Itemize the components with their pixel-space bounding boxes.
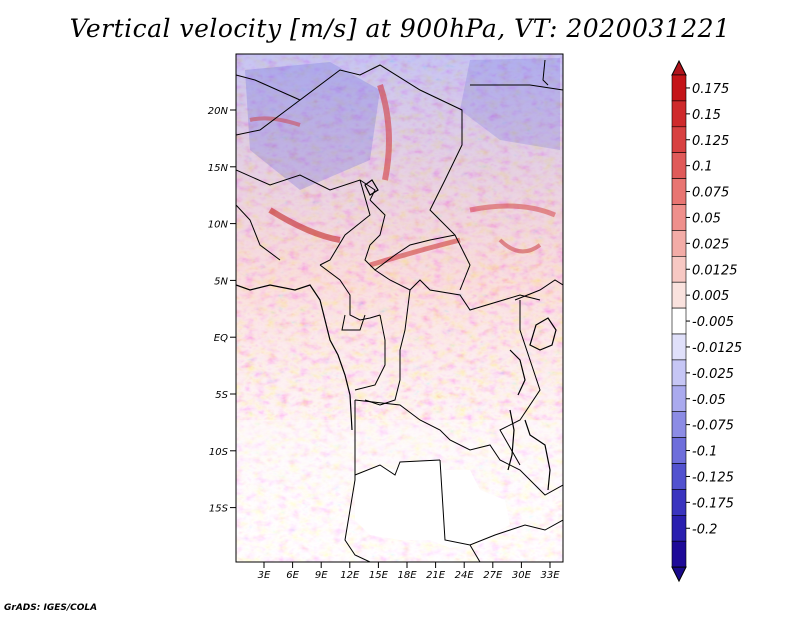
chart-title: Vertical velocity [m/s] at 900hPa, VT: 2… [69,14,731,43]
colorbar-segment [671,359,687,387]
colorbar-label: -0.005 [692,315,734,330]
colorbar-label: 0.05 [692,211,721,226]
colorbar-segment [671,514,687,542]
colorbar-label: 0.175 [692,82,729,97]
colorbar-label: -0.125 [692,470,734,485]
lon-tick-label: 18E [397,570,417,581]
lat-tick-label: 20N [208,106,229,117]
lon-tick-label: 9E [315,570,328,581]
lon-tick-label: 24E [455,570,475,581]
colorbar-segment [671,385,687,412]
colorbar-label: -0.2 [692,522,717,537]
lon-tick-label: 6E [286,570,299,581]
colorbar-top-cap [671,59,687,76]
lat-tick-label: EQ [214,333,228,344]
colorbar-segment [671,437,687,464]
colorbar-segment [671,411,687,438]
colorbar-segment [671,74,687,102]
colorbar-label: 0.1 [692,160,713,175]
colorbar-segment [671,230,687,257]
latitude-axis: 20N 15N 10N 5N EQ 5S 10S 15S [208,106,236,515]
lat-tick-label: 10N [208,220,229,231]
colorbar-segment [671,540,687,568]
colorbar-label: -0.075 [692,419,734,434]
longitude-axis: 3E 6E 9E 12E 15E 18E 21E 24E 27E 30E 33E [258,562,560,581]
colorbar-segment [671,126,687,154]
colorbar-segment [671,178,687,205]
lon-tick-label: 21E [426,570,446,581]
colorbar-label: -0.1 [692,445,717,460]
colorbar-label: -0.025 [692,367,734,382]
colorbar-label: 0.075 [692,186,729,201]
map-frame [235,53,564,563]
colorbar-label: -0.0125 [692,341,742,356]
lon-tick-label: 27E [483,570,503,581]
colorbar-label: 0.005 [692,289,729,304]
lat-tick-label: 15N [208,163,229,174]
lon-tick-label: 33E [540,570,560,581]
lon-tick-label: 30E [512,570,532,581]
colorbar-label: 0.0125 [692,263,738,278]
colorbar-label: 0.125 [692,134,729,149]
colorbar-segment [671,281,687,309]
colorbar-segment [671,333,687,361]
colorbar-segment [671,489,687,516]
lat-tick-label: 5N [214,276,228,287]
colorbar-segment [671,255,687,283]
colorbar-segment [671,152,687,179]
colorbar-segment [671,463,687,490]
colorbar-segment [671,204,687,231]
colorbar: 0.175 0.15 0.125 0.1 0.075 0.05 0.025 0.0125 0.0… [671,59,742,583]
colorbar-label: -0.05 [692,393,726,408]
colorbar-segment [671,100,687,128]
colorbar-bottom-cap [671,566,687,583]
lat-tick-label: 15S [209,504,229,515]
grads-credit: GrADS: IGES/COLA [4,603,98,613]
colorbar-segment [671,307,687,335]
lat-tick-label: 10S [209,447,229,458]
lat-tick-label: 5S [215,390,228,401]
velocity-field [236,54,563,562]
colorbar-label: -0.175 [692,496,734,511]
colorbar-label: 0.025 [692,237,729,252]
lon-tick-label: 3E [258,570,271,581]
lon-tick-label: 12E [340,570,360,581]
colorbar-label: 0.15 [692,108,721,123]
lon-tick-label: 15E [369,570,389,581]
